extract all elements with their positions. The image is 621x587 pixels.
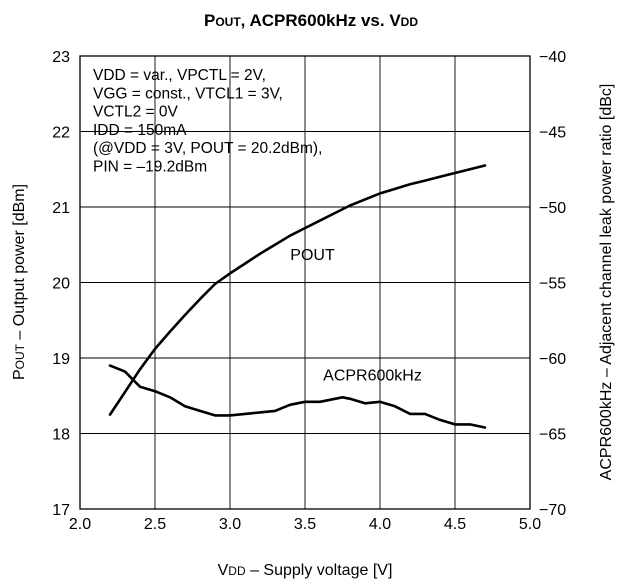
grid (80, 56, 530, 509)
y-left-tick-label: 21 (52, 200, 70, 217)
series-label: ACPR600kHz (323, 368, 422, 385)
plot-frame (79, 55, 531, 510)
y-left-tick-label: 17 (52, 502, 70, 519)
series-line-pout (108, 164, 487, 416)
y-right-tick-labels: −40 −45 −50 −55 −60 −65 −70 (539, 49, 566, 519)
y-right-tick-label: −45 (539, 125, 566, 142)
conditions-annotation: VDD = var., VPCTL = 2V,VGG = const., VTC… (93, 67, 322, 176)
condition-line: VCTL2 = 0V (93, 104, 179, 121)
y-left-tick-label: 18 (52, 427, 70, 444)
series-labels: POUT ACPR600kHz (290, 247, 422, 385)
condition-line: VGG = const., VTCL1 = 3V, (93, 85, 283, 102)
title-pout: P (204, 11, 215, 30)
y-left-tick-label: 19 (52, 351, 70, 368)
x-tick-label: 3.5 (294, 516, 316, 533)
series-line-acpr (108, 364, 487, 429)
x-tick-label: 2.5 (144, 516, 166, 533)
y-right-tick-label: −70 (539, 502, 566, 519)
y-right-tick-label: −60 (539, 351, 566, 368)
y-right-tick-label: −50 (539, 200, 566, 217)
chart-title: POUT, ACPR600kHz vs. VDD (204, 11, 418, 30)
condition-line: PIN = –19.2dBm (93, 159, 207, 176)
y-left-tick-label: 20 (52, 276, 70, 293)
x-tick-labels: 2.0 2.5 3.0 3.5 4.0 4.5 5.0 (69, 516, 541, 533)
x-tick-label: 4.5 (444, 516, 466, 533)
series-label: POUT (290, 247, 335, 264)
x-tick-label: 2.0 (69, 516, 91, 533)
x-tick-label: 5.0 (519, 516, 541, 533)
condition-line: IDD = 150mA (93, 122, 187, 139)
y-left-tick-label: 22 (52, 125, 70, 142)
y-left-tick-labels: 23 22 21 20 19 18 17 (52, 49, 70, 519)
y-left-axis-label: POUT – Output power [dBm] (11, 184, 28, 380)
x-tick-label: 4.0 (369, 516, 391, 533)
y-right-tick-label: −55 (539, 276, 566, 293)
x-axis-label: VDD – Supply voltage [V] (218, 562, 393, 579)
x-tick-label: 3.0 (219, 516, 241, 533)
y-left-tick-label: 23 (52, 49, 70, 66)
y-right-axis-label: ACPR600kHz – Adjacent channel leak power… (598, 84, 615, 481)
condition-line: VDD = var., VPCTL = 2V, (93, 67, 266, 84)
y-right-tick-label: −65 (539, 427, 566, 444)
condition-line: (@VDD = 3V, POUT = 20.2dBm), (93, 140, 322, 157)
y-right-tick-label: −40 (539, 49, 566, 66)
